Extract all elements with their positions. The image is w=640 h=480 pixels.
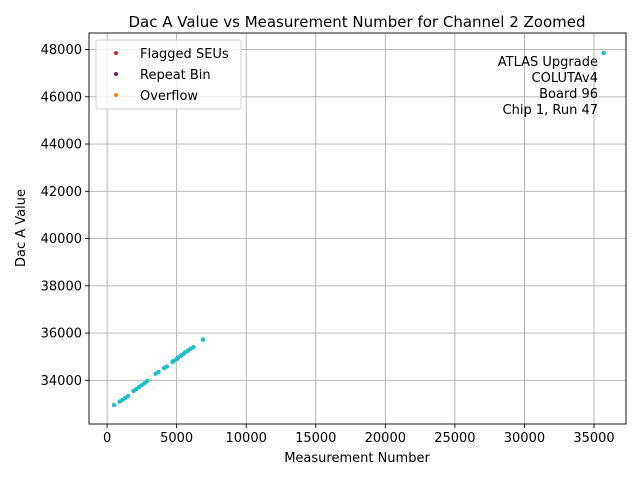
x-tick-label: 35000: [573, 431, 614, 446]
x-tick-label: 10000: [226, 431, 267, 446]
annotation-line: Board 96: [539, 87, 598, 102]
x-tick-label: 25000: [434, 431, 475, 446]
x-tick-label: 15000: [295, 431, 336, 446]
legend-marker: [114, 72, 118, 76]
annotation-line: Chip 1, Run 47: [503, 103, 598, 118]
data-point: [156, 369, 161, 375]
data-point: [125, 393, 131, 399]
data-point: [601, 50, 606, 56]
y-tick-label: 34000: [41, 374, 82, 389]
data-point: [145, 378, 150, 383]
legend-marker: [114, 93, 118, 97]
legend-items: Flagged SEUs Repeat Bin Overflow: [114, 47, 229, 104]
y-tick-label: 38000: [41, 279, 82, 294]
annotation-line: ATLAS Upgrade: [498, 55, 598, 70]
x-tick-label: 30000: [504, 431, 545, 446]
legend-box: [95, 39, 242, 110]
y-tick-label: 48000: [41, 43, 82, 58]
x-tick-label: 0: [103, 431, 111, 446]
legend-label: Repeat Bin: [140, 68, 211, 83]
y-tick-label: 42000: [41, 185, 82, 200]
data-point: [191, 345, 196, 350]
plot-frame: [88, 32, 627, 425]
y-tick-label: 36000: [41, 327, 82, 342]
y-tick-label: 46000: [41, 90, 82, 105]
y-axis-label: Dac A Value: [14, 189, 29, 267]
grid-lines: [89, 33, 626, 424]
x-tick-label: 20000: [365, 431, 406, 446]
data-point: [200, 337, 206, 342]
legend: Flagged SEUs Repeat Bin Overflow: [95, 39, 242, 110]
legend-label: Flagged SEUs: [140, 47, 229, 62]
data-point: [111, 402, 117, 408]
chart-title: Dac A Value vs Measurement Number for Ch…: [128, 13, 585, 31]
legend-label: Overflow: [140, 89, 198, 104]
x-tick-label: 5000: [160, 431, 193, 446]
data-point: [164, 364, 170, 369]
annotation-line: COLUTAv4: [532, 71, 598, 86]
legend-marker: [114, 51, 118, 55]
data-points: [111, 50, 606, 408]
x-axis-label: Measurement Number: [284, 451, 430, 466]
x-axis-ticks: 0 5000 10000 15000 20000 25000 30000 35000: [103, 424, 615, 446]
y-tick-label: 40000: [41, 232, 82, 247]
y-tick-label: 44000: [41, 138, 82, 153]
y-axis-ticks: 34000 36000 38000 40000 42000 44000 46000 48000: [41, 43, 89, 389]
